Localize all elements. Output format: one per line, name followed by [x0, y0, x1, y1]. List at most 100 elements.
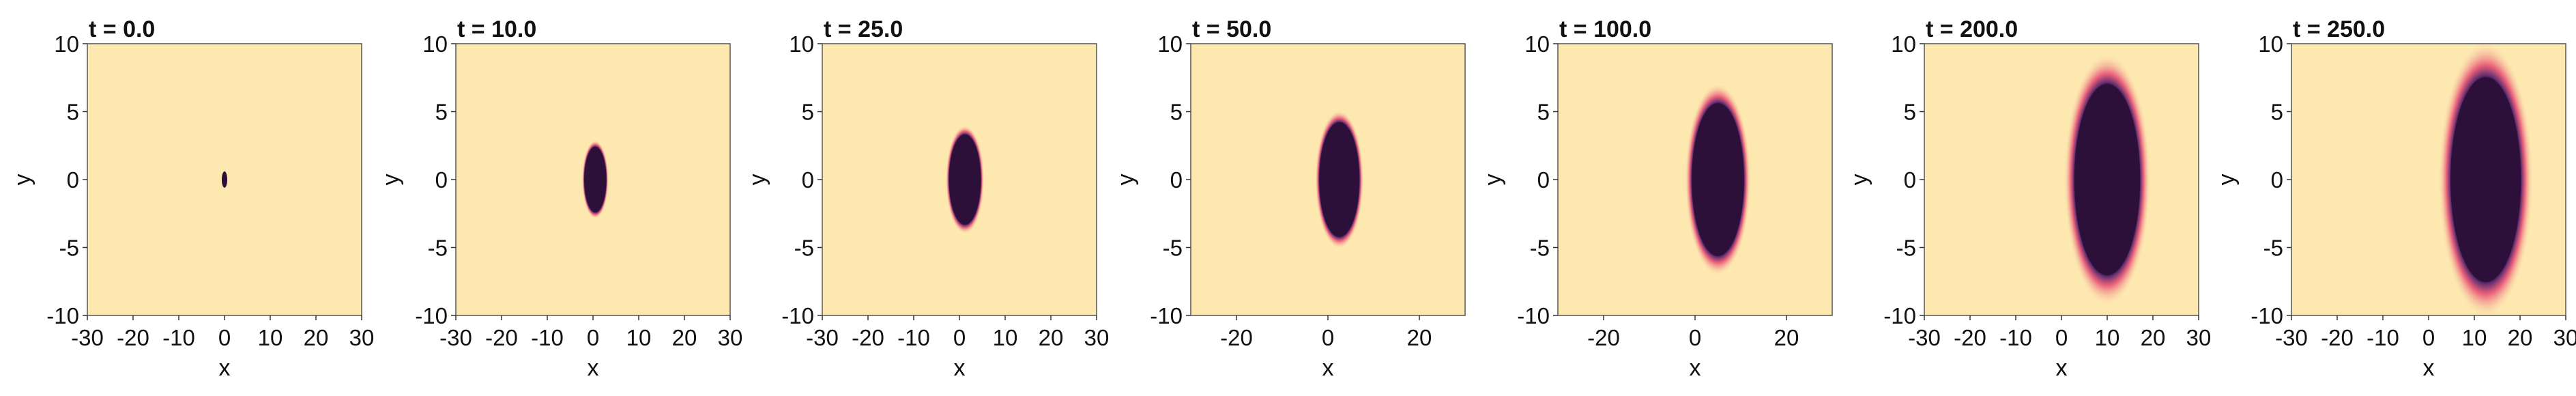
- y-tick-label: 5: [802, 100, 814, 125]
- x-tick-label: -20: [1220, 325, 1253, 350]
- heatmap-background: [1924, 44, 2199, 315]
- x-tick-label: 10: [2462, 325, 2487, 350]
- y-tick-label: -5: [59, 236, 79, 261]
- x-tick-label: -10: [2367, 325, 2399, 350]
- y-tick-label: 0: [2271, 167, 2283, 193]
- panel-6: -30 -20 -10 0 10 20 30 -10 -5 0 5 10 x y t = 250.0: [2214, 16, 2576, 381]
- x-tick-label: 20: [672, 325, 697, 350]
- x-tick-label: -10: [1999, 325, 2032, 350]
- y-axis-label: y: [1113, 174, 1139, 186]
- y-tick-label: 10: [422, 31, 448, 57]
- panel-3: -20 0 20 -10 -5 0 5 10 x y t = 50.0: [1113, 16, 1466, 381]
- y-axis-label: y: [1480, 174, 1506, 186]
- x-tick-label: -30: [439, 325, 472, 350]
- y-tick-label: 10: [1524, 31, 1550, 57]
- x-tick-label: 20: [2141, 325, 2166, 350]
- y-tick-label: -5: [794, 236, 814, 261]
- panel-title: t = 0.0: [89, 16, 155, 42]
- panel-2: -30 -20 -10 0 10 20 30 -10 -5 0 5 10 x y t = 25.0: [744, 16, 1109, 381]
- y-tick-label: -5: [2263, 236, 2283, 261]
- y-tick-label: -5: [1163, 236, 1183, 261]
- panel-title: t = 250.0: [2293, 16, 2385, 42]
- x-axis-label: x: [1690, 355, 1701, 381]
- x-tick-label: 30: [2553, 325, 2576, 350]
- y-axis-label: y: [378, 174, 404, 186]
- x-tick-label: 20: [1774, 325, 1799, 350]
- y-tick-label: 0: [1904, 167, 1916, 193]
- x-tick-label: -10: [162, 325, 195, 350]
- halo-region: [2064, 53, 2151, 307]
- y-tick-label: 0: [1170, 167, 1183, 193]
- panel-title: t = 200.0: [1926, 16, 2018, 42]
- x-tick-label: -30: [1908, 325, 1941, 350]
- x-tick-label: -30: [71, 325, 104, 350]
- x-tick-label: 20: [304, 325, 329, 350]
- x-tick-label: 30: [2186, 325, 2212, 350]
- y-tick-label: 5: [67, 100, 79, 125]
- panel-0: -30 -20 -10 0 10 20 30 -10 -5 0 5 10 x y t = 0.0: [10, 16, 374, 381]
- x-tick-label: -30: [2275, 325, 2308, 350]
- y-tick-label: 0: [802, 167, 814, 193]
- y-tick-label: 10: [54, 31, 79, 57]
- y-tick-label: 10: [2258, 31, 2283, 57]
- panel-title: t = 100.0: [1559, 16, 1651, 42]
- x-tick-label: -10: [897, 325, 930, 350]
- y-tick-label: 0: [435, 167, 448, 193]
- panel-title: t = 50.0: [1192, 16, 1271, 42]
- x-tick-label: 30: [349, 325, 375, 350]
- x-tick-label: 30: [1084, 325, 1110, 350]
- core-region: [221, 171, 228, 188]
- x-tick-label: 0: [218, 325, 231, 350]
- y-tick-label: -5: [1530, 236, 1550, 261]
- y-tick-label: -10: [781, 303, 814, 328]
- x-tick-label: 0: [1322, 325, 1334, 350]
- y-tick-label: 10: [789, 31, 814, 57]
- y-tick-label: -10: [46, 303, 79, 328]
- y-tick-label: 5: [1904, 100, 1916, 125]
- y-tick-label: 10: [1157, 31, 1183, 57]
- x-axis-label: x: [1322, 355, 1334, 381]
- x-tick-label: 20: [2508, 325, 2533, 350]
- x-tick-label: 10: [626, 325, 652, 350]
- y-tick-label: -10: [415, 303, 448, 328]
- x-tick-label: 20: [1039, 325, 1064, 350]
- y-tick-label: 5: [435, 100, 448, 125]
- halo-region: [1685, 83, 1751, 277]
- x-tick-label: 20: [1407, 325, 1432, 350]
- y-axis-label: y: [2214, 174, 2240, 186]
- x-tick-label: 10: [993, 325, 1018, 350]
- x-tick-label: 0: [1689, 325, 1701, 350]
- halo-region: [2438, 44, 2534, 315]
- x-axis-label: x: [2423, 355, 2435, 381]
- x-tick-label: 10: [258, 325, 283, 350]
- x-tick-label: 0: [953, 325, 966, 350]
- panel-1: -30 -20 -10 0 10 20 30 -10 -5 0 5 10 x y t = 10.0: [378, 16, 742, 381]
- x-tick-label: 10: [2095, 325, 2120, 350]
- y-tick-label: 5: [1170, 100, 1183, 125]
- x-tick-label: 0: [2422, 325, 2435, 350]
- panel-5: -30 -20 -10 0 10 20 30 -10 -5 0 5 10 x y t = 200.0: [1847, 16, 2211, 381]
- x-tick-label: -20: [485, 325, 518, 350]
- y-tick-label: 10: [1891, 31, 1916, 57]
- x-tick-label: 0: [2055, 325, 2068, 350]
- x-tick-label: -20: [117, 325, 149, 350]
- y-tick-label: 5: [2271, 100, 2283, 125]
- x-tick-label: -20: [852, 325, 884, 350]
- panel-title: t = 10.0: [457, 16, 536, 42]
- x-axis-label: x: [588, 355, 599, 381]
- x-axis-label: x: [219, 355, 231, 381]
- x-tick-label: -10: [531, 325, 564, 350]
- panel-title: t = 25.0: [824, 16, 903, 42]
- x-tick-label: 30: [718, 325, 743, 350]
- y-tick-label: -10: [1150, 303, 1183, 328]
- y-axis-label: y: [744, 174, 770, 186]
- x-axis-label: x: [954, 355, 966, 381]
- y-tick-label: -10: [2251, 303, 2283, 328]
- y-tick-label: -10: [1517, 303, 1550, 328]
- x-tick-label: -20: [1954, 325, 1986, 350]
- y-axis-label: y: [1847, 174, 1872, 186]
- y-tick-label: -5: [1896, 236, 1916, 261]
- halo-region: [581, 140, 609, 219]
- x-tick-label: -20: [1587, 325, 1620, 350]
